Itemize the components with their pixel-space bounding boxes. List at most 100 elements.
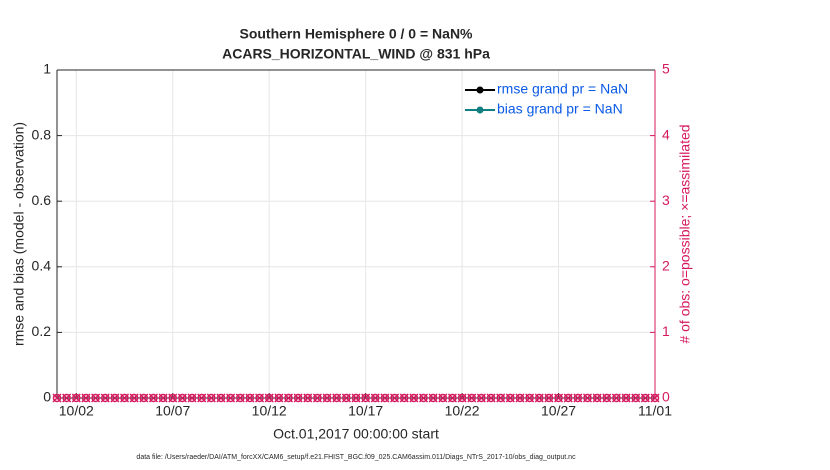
obs-assimilated-marker xyxy=(226,393,236,403)
obs-possible-marker xyxy=(168,393,177,403)
obs-possible-marker xyxy=(62,393,71,403)
obs-assimilated-marker xyxy=(621,393,631,403)
y2-tick-label: 5 xyxy=(662,61,670,77)
obs-assimilated-marker xyxy=(52,393,62,403)
obs-assimilated-marker xyxy=(602,393,612,403)
obs-possible-marker xyxy=(100,393,110,403)
obs-assimilated-marker xyxy=(255,393,265,403)
obs-assimilated-marker xyxy=(264,393,274,403)
obs-assimilated-marker xyxy=(486,393,496,403)
obs-assimilated-marker xyxy=(631,393,641,403)
obs-possible-marker xyxy=(535,393,544,403)
obs-possible-marker xyxy=(264,393,274,403)
obs-assimilated-marker xyxy=(505,393,515,403)
obs-assimilated-marker xyxy=(168,393,178,403)
legend-marker xyxy=(476,106,484,114)
obs-possible-marker xyxy=(91,393,100,403)
y2-tick-label: 1 xyxy=(662,323,670,339)
obs-possible-marker xyxy=(621,393,631,403)
obs-assimilated-marker xyxy=(187,393,197,403)
x-tick-label: 10/07 xyxy=(155,403,190,419)
y2-tick-label: 4 xyxy=(662,126,670,142)
obs-assimilated-marker xyxy=(71,393,81,403)
y2-tick-label: 2 xyxy=(662,258,670,274)
legend-marker xyxy=(476,86,484,94)
chart-title: Southern Hemisphere 0 / 0 = NaN% xyxy=(239,26,473,42)
obs-possible-marker xyxy=(506,393,515,403)
obs-possible-marker xyxy=(380,393,390,403)
obs-assimilated-marker xyxy=(650,393,660,403)
obs-assimilated-marker xyxy=(91,393,101,403)
obs-assimilated-marker xyxy=(81,393,91,403)
obs-possible-marker xyxy=(612,393,621,403)
obs-possible-marker xyxy=(303,393,313,403)
obs-possible-marker xyxy=(650,393,660,403)
obs-possible-marker xyxy=(313,393,322,403)
y-tick-label: 0.4 xyxy=(32,258,52,274)
obs-assimilated-marker xyxy=(283,393,294,403)
y2-tick-label: 3 xyxy=(662,192,670,208)
obs-assimilated-marker xyxy=(534,393,544,403)
obs-assimilated-marker xyxy=(428,393,438,403)
obs-assimilated-marker xyxy=(409,393,419,403)
obs-assimilated-marker xyxy=(274,393,284,403)
obs-possible-marker xyxy=(332,393,341,403)
obs-assimilated-marker xyxy=(457,393,467,403)
obs-possible-marker xyxy=(448,393,457,403)
obs-assimilated-marker xyxy=(496,393,506,403)
x-tick-label: 10/27 xyxy=(541,403,576,419)
obs-possible-marker xyxy=(409,393,419,403)
x-axis-label: Oct.01,2017 00:00:00 start xyxy=(273,426,439,442)
obs-assimilated-marker xyxy=(197,393,207,403)
obs-possible-marker xyxy=(554,393,563,403)
obs-assimilated-marker xyxy=(322,393,332,403)
obs-assimilated-marker xyxy=(370,393,380,403)
obs-assimilated-marker xyxy=(312,393,322,403)
obs-assimilated-marker xyxy=(351,393,361,403)
obs-possible-marker xyxy=(52,393,62,403)
obs-possible-marker xyxy=(245,393,255,403)
obs-possible-marker xyxy=(255,393,264,403)
y-tick-label: 1 xyxy=(43,61,51,77)
obs-possible-marker xyxy=(351,393,361,403)
obs-possible-marker xyxy=(158,393,168,403)
obs-assimilated-marker xyxy=(573,393,583,403)
obs-assimilated-marker xyxy=(544,393,554,403)
obs-assimilated-marker xyxy=(245,393,255,403)
plot-area xyxy=(57,70,655,398)
obs-assimilated-marker xyxy=(110,393,120,403)
obs-possible-marker xyxy=(72,393,81,403)
x-tick-label: 10/12 xyxy=(252,403,287,419)
obs-assimilated-marker xyxy=(611,393,621,403)
y-tick-label: 0.6 xyxy=(32,192,52,208)
obs-assimilated-marker xyxy=(438,393,448,403)
obs-possible-marker xyxy=(486,393,496,403)
footnote: data file: /Users/raeder/DAI/ATM_forcXX/… xyxy=(136,454,576,461)
obs-assimilated-marker xyxy=(303,393,313,403)
chart-subtitle: ACARS_HORIZONTAL_WIND @ 831 hPa xyxy=(222,46,490,62)
obs-possible-marker xyxy=(602,393,612,403)
obs-assimilated-marker xyxy=(467,393,477,403)
obs-possible-marker xyxy=(236,393,245,403)
obs-assimilated-marker xyxy=(158,393,168,403)
obs-possible-marker xyxy=(207,393,216,403)
obs-possible-marker xyxy=(178,393,187,403)
obs-assimilated-marker xyxy=(62,393,72,403)
y-tick-label: 0.8 xyxy=(32,126,52,142)
x-tick-label: 10/02 xyxy=(59,403,94,419)
obs-possible-marker xyxy=(226,393,235,403)
obs-possible-marker xyxy=(457,393,467,403)
obs-assimilated-marker xyxy=(525,393,535,403)
obs-possible-marker xyxy=(274,393,284,403)
obs-assimilated-marker xyxy=(582,393,593,403)
obs-possible-marker xyxy=(515,393,525,403)
obs-possible-marker xyxy=(322,393,332,403)
obs-assimilated-marker xyxy=(206,393,216,403)
obs-possible-marker xyxy=(592,393,602,403)
obs-assimilated-marker xyxy=(399,393,409,403)
obs-assimilated-marker xyxy=(129,393,139,403)
obs-assimilated-marker xyxy=(341,393,351,403)
obs-possible-marker xyxy=(361,393,370,403)
legend-label: rmse grand pr = NaN xyxy=(497,81,628,97)
